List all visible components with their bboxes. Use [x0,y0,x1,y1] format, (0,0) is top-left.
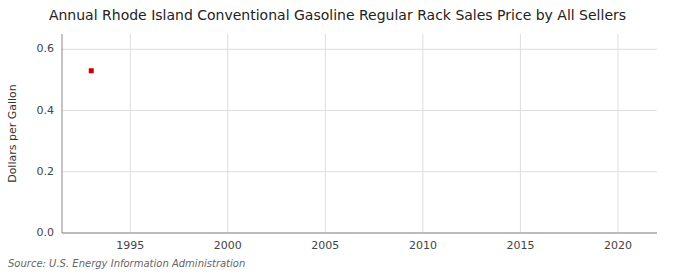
y-axis-label: Dollars per Gallon [6,84,19,183]
chart-title: Annual Rhode Island Conventional Gasolin… [49,7,626,23]
chart-svg: 0.0 0.2 0.4 0.6 1995 2000 2005 2010 2015 2020 Annu… [0,0,675,275]
y-grid-line [62,110,657,111]
x-tick-label: 2000 [214,239,242,252]
x-grid-line [325,34,326,233]
y-axis-line [62,34,63,233]
x-tick-label: 2005 [311,239,339,252]
data-point [89,68,94,73]
x-grid-line [227,34,228,233]
source-note: Source: U.S. Energy Information Administ… [8,258,245,269]
x-axis-line [62,233,657,234]
x-tick-label: 2010 [409,239,437,252]
y-tick-label: 0.2 [37,165,55,178]
grid [62,34,657,233]
y-grid-line [62,49,657,50]
chart-container: 0.0 0.2 0.4 0.6 1995 2000 2005 2010 2015 2020 Annu… [0,0,675,275]
y-grid-line [62,171,657,172]
y-tick-label: 0.4 [37,104,55,117]
x-tick-label: 2020 [604,239,632,252]
x-grid-line [422,34,423,233]
x-grid-line [617,34,618,233]
y-tick-label: 0.0 [37,226,55,239]
x-tick-label: 1995 [116,239,144,252]
data-points [89,68,94,73]
x-grid-line [130,34,131,233]
y-tick-label: 0.6 [37,42,55,55]
x-grid-line [520,34,521,233]
y-grid-line [62,233,657,234]
x-tick-label: 2015 [506,239,534,252]
